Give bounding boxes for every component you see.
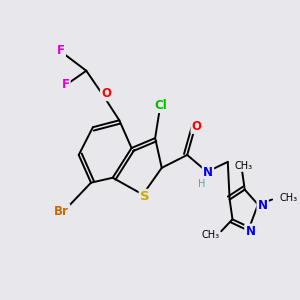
Text: CH₃: CH₃ <box>235 161 253 171</box>
Text: N: N <box>258 199 268 212</box>
Text: Br: Br <box>54 205 69 218</box>
Text: N: N <box>245 225 255 238</box>
Text: H: H <box>198 179 205 189</box>
Text: S: S <box>140 190 150 203</box>
Text: F: F <box>57 44 65 57</box>
Text: O: O <box>192 120 202 133</box>
Text: N: N <box>203 166 213 179</box>
Text: CH₃: CH₃ <box>280 193 298 202</box>
Text: CH₃: CH₃ <box>201 230 219 240</box>
Text: O: O <box>101 87 111 100</box>
Text: Cl: Cl <box>154 99 167 112</box>
Text: F: F <box>61 78 70 91</box>
